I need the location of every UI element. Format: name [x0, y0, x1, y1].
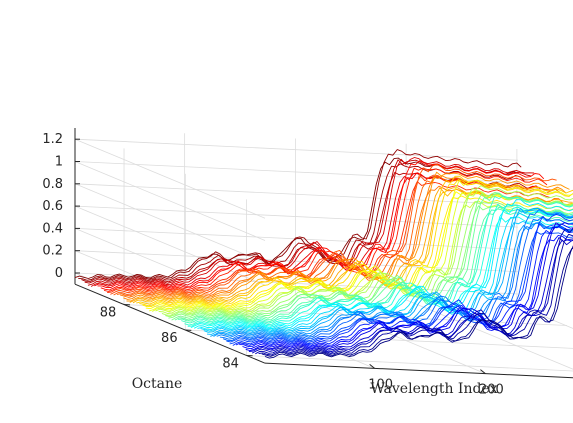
spectrum-curve	[245, 222, 573, 352]
axes	[74, 128, 573, 379]
wavelength-tick-mark	[480, 369, 486, 374]
wavelength-tick-mark	[369, 363, 375, 369]
z-tick-label: 0.8	[42, 177, 63, 192]
spectrum-curve	[81, 163, 525, 282]
spectrum-curve	[78, 149, 522, 281]
spectrum-curve	[139, 179, 573, 307]
grid	[74, 133, 573, 374]
octane-axis-line	[74, 283, 266, 364]
spectrum-curve	[171, 191, 573, 321]
spectrum-curve	[161, 185, 573, 316]
grid-line-z	[74, 183, 519, 206]
grid-line-z	[74, 272, 519, 295]
spectrum-curve	[187, 203, 573, 327]
grid-line-z-side	[74, 161, 266, 241]
spectrum-curve	[242, 223, 573, 350]
spectrum-curve	[126, 171, 570, 302]
grid-line-z-side	[74, 138, 266, 219]
z-tick-label: 1	[55, 155, 63, 170]
spectrum-curve	[87, 159, 531, 286]
spectrum-curve	[235, 226, 573, 346]
spectrum-curve	[219, 209, 573, 340]
spectrum-curve	[181, 206, 573, 324]
grid-line-z	[74, 205, 519, 228]
spectrum-curve	[116, 176, 561, 297]
z-tick-label: 0.6	[42, 199, 63, 214]
spectrum-curve	[197, 199, 573, 331]
spectrum-curve	[232, 213, 573, 346]
spectrum-curve	[74, 157, 519, 279]
grid-line-z-side	[74, 205, 266, 286]
octane-tick-label: 88	[100, 306, 117, 321]
z-tick-label: 1.2	[42, 132, 63, 147]
z-tick-label: 0	[55, 266, 63, 281]
spectrum-curve	[136, 175, 573, 305]
wavelength-tick-label: 200	[479, 383, 504, 398]
tick-labels: 00.20.40.60.811.2848688100200300400	[42, 132, 504, 398]
spectrum-curve	[84, 171, 528, 284]
spectrum-curve	[200, 212, 573, 332]
grid-line-z-side	[74, 228, 266, 308]
spectrum-curve	[107, 181, 551, 293]
spectrum-curve	[206, 208, 573, 335]
octane-tick-label: 86	[161, 331, 178, 346]
grid-line-z	[74, 138, 519, 161]
spectrum-curve	[216, 222, 573, 338]
spectrum-curve	[258, 233, 573, 356]
grid-line-z	[74, 250, 519, 273]
octane-tick-label: 84	[222, 357, 239, 372]
spectrum-curve	[226, 231, 573, 343]
spectrum-curve	[264, 245, 573, 359]
wavelength-tick-label: 100	[368, 377, 393, 392]
z-tick-label: 0.4	[42, 221, 63, 236]
spectrum-curve	[184, 195, 573, 326]
y-axis-label: Octane	[132, 376, 183, 392]
grid-line-x-floor	[516, 304, 573, 329]
spectrum-curve	[229, 223, 573, 345]
spectrum-curve	[103, 167, 548, 292]
wavelength-axis-line	[264, 362, 573, 379]
spectra-curves	[74, 149, 573, 359]
spectrum-curve	[210, 207, 573, 337]
spectrum-curve	[100, 160, 545, 291]
grid-line-y-floor	[246, 355, 573, 372]
spectrum-curve	[148, 180, 573, 312]
spectrum-curve	[251, 239, 573, 354]
x-axis-label: Wavelength Index	[370, 381, 497, 397]
spectrum-curve	[190, 216, 573, 329]
spectrum-curve	[222, 216, 573, 341]
spectrum-curve	[255, 227, 573, 355]
spectrum-curve	[113, 163, 557, 296]
spectrum-curve	[90, 157, 535, 287]
grid-line-x-floor	[295, 294, 486, 374]
z-tick-label: 0.2	[42, 244, 63, 259]
grid-line-z-side	[74, 183, 266, 264]
